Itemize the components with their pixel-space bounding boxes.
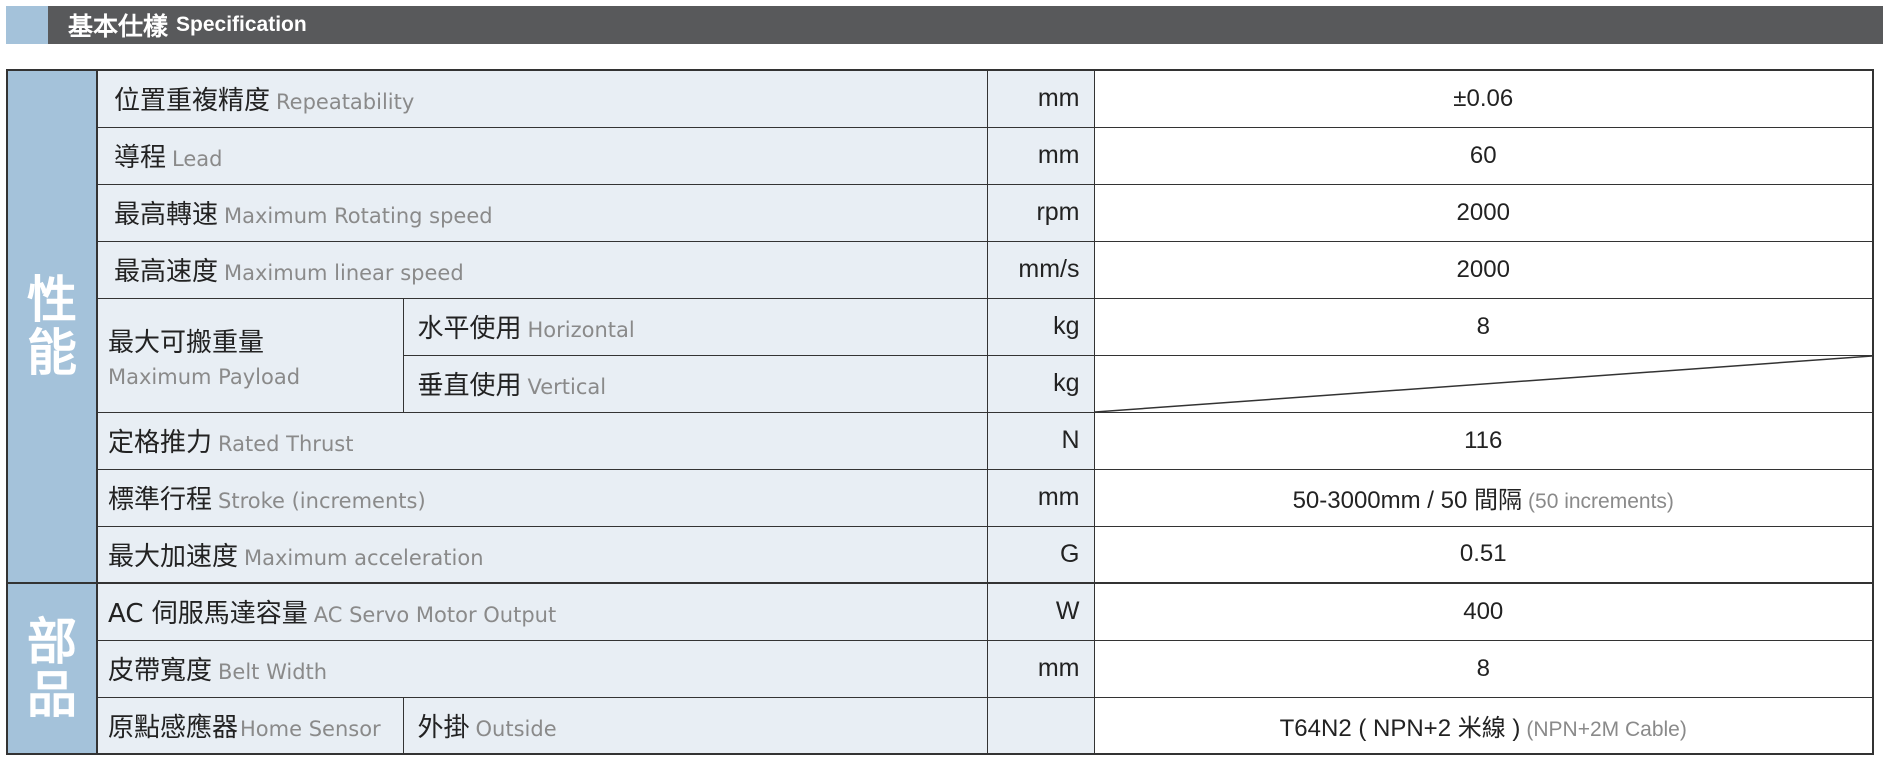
value: 2000 <box>1093 240 1874 299</box>
unit: W <box>986 582 1095 641</box>
header-accent <box>6 6 48 44</box>
value: 60 <box>1093 126 1874 185</box>
table-row: 垂直使用 Vertical kg <box>7 354 1874 413</box>
label-horizontal: 水平使用 Horizontal <box>402 297 988 356</box>
unit: G <box>986 525 1095 584</box>
label-max-payload: 最大可搬重量 Maximum Payload <box>96 297 404 413</box>
label-vertical: 垂直使用 Vertical <box>402 354 988 413</box>
table-row: 最大可搬重量 Maximum Payload 水平使用 Horizontal kg … <box>7 297 1874 413</box>
value: ±0.06 <box>1093 69 1874 128</box>
group-performance: 性能 <box>6 69 98 584</box>
header-title-zh: 基本仕樣 <box>68 12 169 41</box>
unit: mm <box>986 639 1095 698</box>
value-not-applicable <box>1093 354 1874 413</box>
label-max-acceleration: 最大加速度 Maximum acceleration <box>96 525 988 584</box>
table-row: 最大加速度 Maximum acceleration G 0.51 <box>7 525 1874 584</box>
value: 2000 <box>1093 183 1874 242</box>
table-row: 部品 AC 伺服馬達容量 AC Servo Motor Output W 400 <box>6 582 1874 755</box>
unit <box>986 696 1095 755</box>
label-outside: 外掛 Outside <box>402 696 988 755</box>
table-row: 標準行程 Stroke (increments) mm 50-3000mm / 5… <box>7 468 1874 527</box>
unit: mm/s <box>986 240 1095 299</box>
unit: mm <box>986 69 1095 128</box>
unit: rpm <box>986 183 1095 242</box>
unit: mm <box>986 126 1095 185</box>
label-stroke: 標準行程 Stroke (increments) <box>96 468 988 527</box>
table-row: 最高轉速 Maximum Rotating speed rpm 2000 <box>7 183 1874 242</box>
table-row: 性能 位置重複精度 Repeatability mm ±0.06 <box>6 69 1874 584</box>
label-max-linear-speed: 最高速度 Maximum linear speed <box>96 240 988 299</box>
unit: mm <box>986 468 1095 527</box>
label-home-sensor: 原點感應器Home Sensor <box>96 696 404 755</box>
value: 116 <box>1093 411 1874 470</box>
group-parts: 部品 <box>6 582 98 755</box>
unit: N <box>986 411 1095 470</box>
table-row: 皮帶寬度 Belt Width mm 8 <box>7 639 1874 698</box>
label-lead: 導程 Lead <box>96 126 988 185</box>
value: 8 <box>1093 639 1874 698</box>
value: 0.51 <box>1093 525 1874 584</box>
section-header: 基本仕樣 Specification <box>48 6 1883 44</box>
label-max-rotating-speed: 最高轉速 Maximum Rotating speed <box>96 183 988 242</box>
label-belt-width: 皮帶寬度 Belt Width <box>96 639 988 698</box>
value: T64N2 ( NPN+2 米線 ) (NPN+2M Cable) <box>1093 696 1874 755</box>
value: 8 <box>1093 297 1874 356</box>
unit: kg <box>986 354 1095 413</box>
value: 50-3000mm / 50 間隔 (50 increments) <box>1093 468 1874 527</box>
table-row: 定格推力 Rated Thrust N 116 <box>7 411 1874 470</box>
value: 400 <box>1093 582 1874 641</box>
header-title-en: Specification <box>176 13 307 36</box>
table-row: 原點感應器Home Sensor 外掛 Outside T64N2 ( NPN+2… <box>7 696 1874 755</box>
label-servo-motor-output: AC 伺服馬達容量 AC Servo Motor Output <box>96 582 988 641</box>
table-row: 導程 Lead mm 60 <box>7 126 1874 185</box>
label-rated-thrust: 定格推力 Rated Thrust <box>96 411 988 470</box>
table-row: 最高速度 Maximum linear speed mm/s 2000 <box>7 240 1874 299</box>
unit: kg <box>986 297 1095 356</box>
label-repeatability: 位置重複精度 Repeatability <box>96 69 988 128</box>
spec-table: 性能 位置重複精度 Repeatability mm ±0.06 導程 Lead m… <box>6 69 1874 755</box>
